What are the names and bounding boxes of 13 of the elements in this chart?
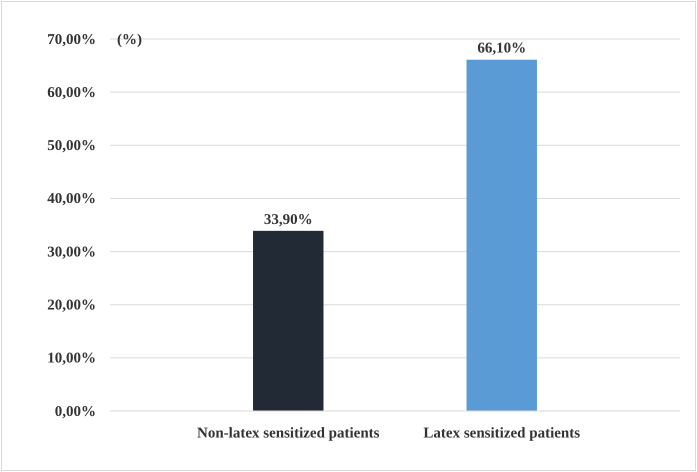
y-tick-label: 20,00% (47, 298, 96, 314)
y-tick-label: 70,00% (47, 32, 96, 48)
y-tick-label: 0,00% (54, 404, 96, 420)
x-tick-label: Latex sensitized patients (423, 426, 580, 442)
y-tick-label: 40,00% (47, 191, 96, 208)
y-tick-label: 10,00% (47, 350, 96, 367)
y-tick-label: 50,00% (47, 138, 96, 154)
data-label: 66,10% (477, 40, 526, 57)
y-axis-title: (%) (117, 32, 142, 48)
x-tick-label: Non-latex sensitized patients (197, 426, 380, 442)
y-tick-label: 30,00% (47, 244, 96, 260)
y-tick-label: 60,00% (47, 84, 96, 101)
data-label: 33,90% (264, 212, 313, 228)
